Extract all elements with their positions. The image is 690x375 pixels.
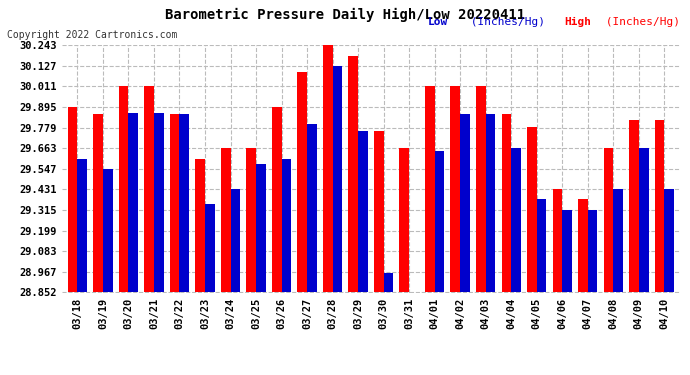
Text: High: High [564, 17, 591, 27]
Bar [435, 150, 444, 292]
Bar [578, 198, 588, 292]
Bar [333, 66, 342, 292]
Bar [246, 148, 256, 292]
Bar [537, 198, 546, 292]
Bar [639, 148, 649, 292]
Bar [103, 169, 112, 292]
Bar [384, 273, 393, 292]
Bar [425, 86, 435, 292]
Bar [502, 114, 511, 292]
Bar [400, 148, 409, 292]
Bar [93, 114, 103, 292]
Bar [230, 189, 240, 292]
Bar [629, 120, 639, 292]
Bar [562, 210, 572, 292]
Bar [297, 72, 307, 292]
Bar [119, 86, 128, 292]
Bar [195, 159, 205, 292]
Bar [256, 164, 266, 292]
Bar [307, 124, 317, 292]
Bar [170, 114, 179, 292]
Bar [511, 148, 521, 292]
Bar [655, 120, 664, 292]
Bar [451, 86, 460, 292]
Bar [588, 210, 598, 292]
Bar [374, 131, 384, 292]
Bar [68, 107, 77, 292]
Bar [154, 112, 164, 292]
Bar [348, 56, 358, 292]
Bar [272, 107, 282, 292]
Bar [77, 159, 87, 292]
Text: Low: Low [428, 17, 448, 27]
Bar [282, 159, 291, 292]
Bar [179, 114, 189, 292]
Text: Barometric Pressure Daily High/Low 20220411: Barometric Pressure Daily High/Low 20220… [165, 8, 525, 22]
Bar [486, 114, 495, 292]
Bar [221, 148, 230, 292]
Bar [664, 189, 674, 292]
Bar [527, 128, 537, 292]
Bar [144, 86, 154, 292]
Bar [553, 189, 562, 292]
Bar [613, 189, 623, 292]
Bar [604, 148, 613, 292]
Bar [358, 131, 368, 292]
Bar [323, 45, 333, 292]
Bar [476, 86, 486, 292]
Bar [205, 204, 215, 292]
Text: (Inches/Hg): (Inches/Hg) [464, 17, 544, 27]
Text: (Inches/Hg): (Inches/Hg) [599, 17, 680, 27]
Text: Copyright 2022 Cartronics.com: Copyright 2022 Cartronics.com [7, 30, 177, 40]
Bar [128, 112, 138, 292]
Bar [460, 114, 470, 292]
